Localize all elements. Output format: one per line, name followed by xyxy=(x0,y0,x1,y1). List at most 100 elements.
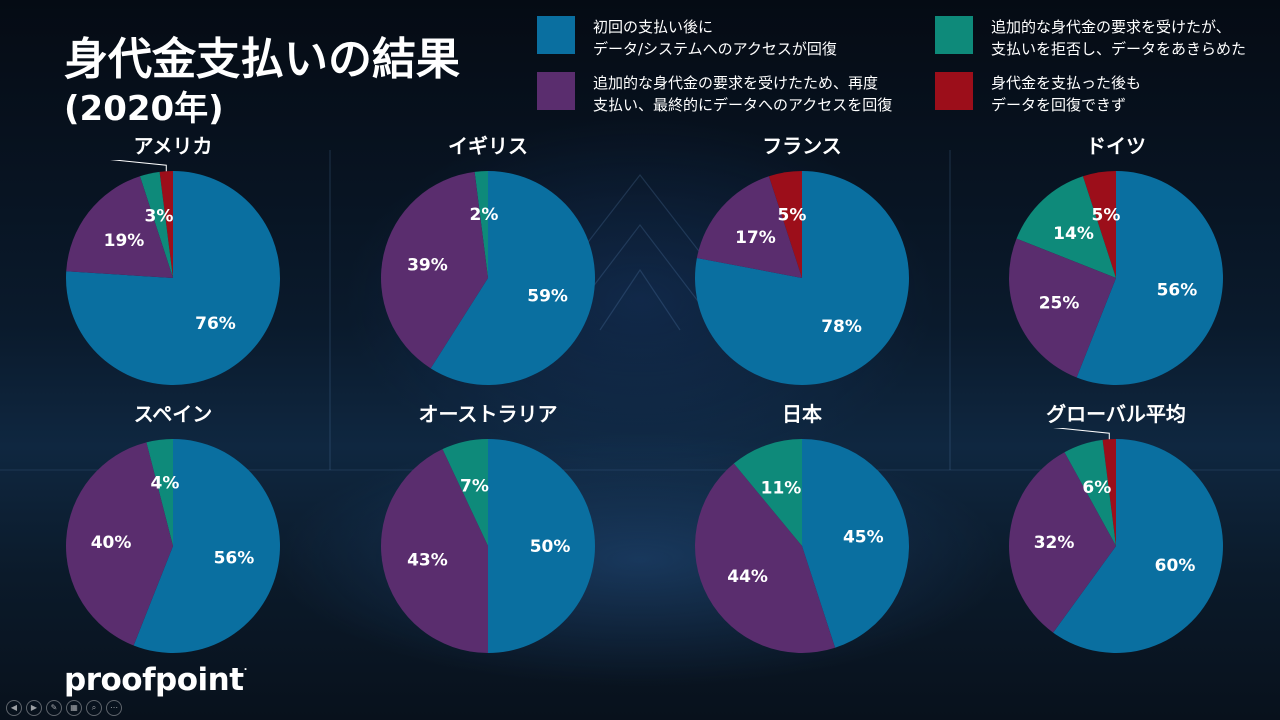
slice-label: 59% xyxy=(527,286,568,306)
legend-line: 追加的な身代金の要求を受けたが、 xyxy=(991,18,1231,36)
pie-slice-paid-more-recovered xyxy=(381,171,488,369)
slice-label: 11% xyxy=(761,479,802,499)
slice-label: 5% xyxy=(778,206,807,226)
slice-label: 43% xyxy=(407,551,448,571)
slice-label: 56% xyxy=(1157,281,1198,301)
legend-item-refused-more: 追加的な身代金の要求を受けたが、 支払いを拒否し、データをあきらめた xyxy=(935,16,1280,60)
slice-label: 5% xyxy=(1092,206,1121,226)
pie-slice-recovered xyxy=(133,439,280,653)
pie-title: ドイツ xyxy=(1086,134,1146,158)
callout-line xyxy=(110,160,167,172)
pie-title: オーストラリア xyxy=(418,402,558,426)
pie-slice-not-recovered xyxy=(159,171,173,278)
slice-label: 56% xyxy=(214,549,255,569)
pie-slice-not-recovered xyxy=(1102,439,1116,546)
pie-svg: 59% 2% 39% xyxy=(381,171,595,385)
prev-slide-icon[interactable]: ◀ xyxy=(6,700,22,716)
pie-chart-spain: スペイン 56% 4% 40% xyxy=(23,398,323,658)
pie-svg: 45% 11% 44% xyxy=(695,439,909,653)
pie-slice-recovered xyxy=(430,171,595,385)
pie-slice-recovered xyxy=(1076,171,1223,385)
legend-swatch xyxy=(935,72,973,110)
slice-label: 14% xyxy=(1053,224,1094,244)
pie-slice-refused-more xyxy=(139,171,173,278)
pie-svg: 60%2%6%32% xyxy=(1009,428,1223,653)
slice-label: 44% xyxy=(727,567,768,587)
zoom-icon[interactable]: ⌕ xyxy=(86,700,102,716)
presentation-toolbar: ◀ ▶ ✎ ▦ ⌕ ⋯ xyxy=(6,700,122,716)
pie-slice-refused-more xyxy=(442,439,488,546)
slice-label: 40% xyxy=(91,533,132,553)
pie-slice-refused-more xyxy=(733,439,802,546)
slice-label: 6% xyxy=(1082,478,1111,498)
logo-mark: . xyxy=(243,662,248,673)
slice-label: 19% xyxy=(104,231,145,251)
pie-chart-global-average: グローバル平均 60%2%6%32% xyxy=(966,398,1266,658)
pie-svg: 56% 4% 40% xyxy=(66,439,280,653)
slides-grid-icon[interactable]: ▦ xyxy=(66,700,82,716)
pie-slice-recovered xyxy=(488,439,595,653)
pie-slice-paid-more-recovered xyxy=(696,176,802,278)
pie-chart-uk: イギリス 59% 2% 39% xyxy=(338,130,638,390)
pie-slice-paid-more-recovered xyxy=(1009,238,1116,378)
legend-line: 支払い、最終的にデータへのアクセスを回復 xyxy=(593,96,893,114)
pie-slice-recovered xyxy=(802,439,909,648)
pie-slice-not-recovered xyxy=(1082,171,1116,278)
slice-label: 39% xyxy=(407,255,448,275)
legend-swatch xyxy=(935,16,973,54)
next-slide-icon[interactable]: ▶ xyxy=(26,700,42,716)
legend-line: 身代金を支払った後も xyxy=(991,74,1142,92)
pie-chart-germany: ドイツ 56% 5% 14% 25% xyxy=(966,130,1266,390)
proofpoint-logo: proofpoint. xyxy=(64,662,247,698)
pie-title: スペイン xyxy=(133,402,213,426)
pie-chart-japan: 日本 45% 11% 44% xyxy=(652,398,952,658)
pie-slice-paid-more-recovered xyxy=(66,176,173,278)
pie-title: グローバル平均 xyxy=(1046,402,1186,426)
pie-slice-refused-more xyxy=(1016,176,1116,278)
pie-chart-france: フランス 78% 5% 17% xyxy=(652,130,952,390)
pie-title: フランス xyxy=(762,134,842,158)
pie-slice-refused-more xyxy=(1064,439,1116,546)
pie-title: アメリカ xyxy=(133,134,213,158)
pie-title: 日本 xyxy=(782,402,822,426)
legend-line: データを回復できず xyxy=(991,96,1127,114)
pie-slice-paid-more-recovered xyxy=(66,442,173,646)
pie-title: イギリス xyxy=(448,134,528,158)
page-title: 身代金支払いの結果 xyxy=(64,34,460,85)
pie-slice-paid-more-recovered xyxy=(381,449,488,653)
pie-svg: 50% 7% 43% xyxy=(381,439,595,653)
slice-label: 2% xyxy=(470,205,499,225)
legend-text: 追加的な身代金の要求を受けたが、 支払いを拒否し、データをあきらめた xyxy=(991,16,1280,60)
pie-slice-not-recovered xyxy=(768,171,802,278)
pie-svg: 56% 5%14% 25% xyxy=(1009,171,1223,385)
legend-swatch xyxy=(537,72,575,110)
callout-line xyxy=(1053,428,1110,440)
legend-line: 初回の支払い後に xyxy=(593,18,714,36)
pie-slice-paid-more-recovered xyxy=(1009,452,1116,633)
legend-item-not-recovered: 身代金を支払った後も データを回復できず xyxy=(935,72,1280,116)
slice-label: 78% xyxy=(821,317,862,337)
legend-item-recovered: 初回の支払い後に データ/システムへのアクセスが回復 xyxy=(537,16,913,60)
legend-text: 身代金を支払った後も データを回復できず xyxy=(991,72,1280,116)
pie-slice-refused-more xyxy=(146,439,173,546)
slice-label: 25% xyxy=(1039,294,1080,314)
pie-svg: 78% 5%17% xyxy=(695,171,909,385)
slice-label: 3% xyxy=(145,206,174,226)
slice-label: 50% xyxy=(530,537,571,557)
pie-chart-usa: アメリカ 76%2%3%19% xyxy=(23,130,323,390)
slice-label: 76% xyxy=(195,314,236,334)
slice-label: 45% xyxy=(843,527,884,547)
legend-item-paid-more-recovered: 追加的な身代金の要求を受けたため、再度 支払い、最終的にデータへのアクセスを回復 xyxy=(537,72,913,116)
legend-text: 初回の支払い後に データ/システムへのアクセスが回復 xyxy=(593,16,913,60)
more-icon[interactable]: ⋯ xyxy=(106,700,122,716)
logo-text: proofpoint xyxy=(64,662,244,698)
legend-swatch xyxy=(537,16,575,54)
pie-svg: 76%2%3%19% xyxy=(65,160,280,385)
pie-slice-refused-more xyxy=(474,171,488,278)
slice-label: 7% xyxy=(460,476,489,496)
legend-line: データ/システムへのアクセスが回復 xyxy=(593,40,837,58)
page-subtitle: (2020年) xyxy=(64,89,224,129)
pie-chart-australia: オーストラリア 50% 7% 43% xyxy=(338,398,638,658)
pen-icon[interactable]: ✎ xyxy=(46,700,62,716)
slice-label: 4% xyxy=(151,473,180,493)
